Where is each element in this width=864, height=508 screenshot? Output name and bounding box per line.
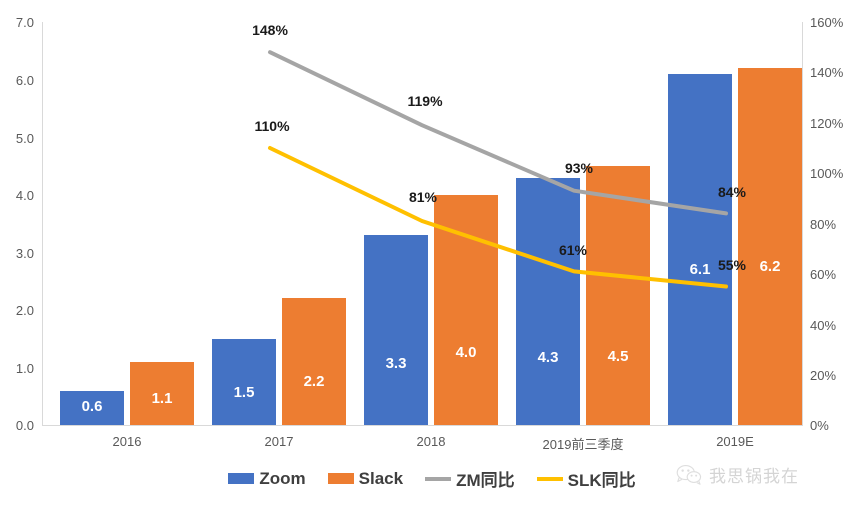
y-right-tick: 40%: [810, 318, 837, 333]
legend-label: ZM同比: [456, 471, 515, 490]
axis-line-bottom: [42, 425, 802, 426]
y-left-tick: 5.0: [15, 131, 34, 146]
legend-swatch-zoom-icon: [228, 473, 255, 484]
plot-area: 0.6 1.1 1.5 2.2 3.3 4.0 4.3 4.5 6.1: [42, 22, 802, 425]
axis-line-left: [42, 22, 43, 426]
pct-label-zm-2017: 148%: [252, 22, 288, 38]
y-left-tick: 6.0: [15, 73, 34, 88]
x-axis-label-2016: 2016: [112, 434, 142, 449]
bar-slack-2019q3: 4.5: [586, 165, 650, 425]
pct-label-zm-2018: 119%: [407, 93, 443, 109]
bar-zoom-2016: 0.6: [60, 390, 124, 425]
legend-label: Slack: [358, 468, 404, 488]
y-axis-right: 160% 140% 120% 100% 80% 60% 40% 20% 0%: [810, 0, 864, 508]
y-left-tick: 1.0: [15, 361, 34, 376]
bar-label: 4.3: [537, 348, 559, 366]
bar-zoom-2019q3: 4.3: [516, 177, 580, 425]
y-right-tick: 140%: [810, 65, 844, 80]
legend-item-slack[interactable]: Slack: [327, 468, 404, 489]
bar-slack-2018: 4.0: [434, 194, 498, 425]
bar-label: 1.1: [151, 390, 173, 408]
pct-label-zm-2019q3: 93%: [564, 160, 594, 176]
legend-item-zoom[interactable]: Zoom: [228, 468, 306, 489]
legend-item-zm-yoy[interactable]: ZM同比: [425, 466, 515, 491]
bar-label: 3.3: [385, 354, 407, 372]
bar-slack-2017: 2.2: [282, 298, 346, 425]
bar-label: 1.5: [233, 383, 255, 401]
bar-label: 6.2: [759, 258, 781, 276]
y-right-tick: 120%: [810, 116, 844, 131]
bar-zoom-2017: 1.5: [212, 338, 276, 425]
pct-label-slk-2019e: 55%: [717, 257, 747, 273]
legend-item-slk-yoy[interactable]: SLK同比: [536, 466, 636, 491]
x-axis-label-2019e: 2019E: [716, 434, 754, 449]
bar-slack-2019e: 6.2: [738, 68, 802, 425]
wechat-icon: [676, 464, 702, 485]
legend-label: Zoom: [259, 468, 306, 488]
y-left-tick: 7.0: [15, 15, 34, 30]
x-axis-label-2018: 2018: [416, 434, 446, 449]
y-left-tick: 2.0: [15, 303, 34, 318]
pct-label-zm-2019e: 84%: [717, 184, 747, 200]
y-right-tick: 80%: [810, 217, 837, 232]
y-right-tick: 0%: [810, 418, 829, 433]
line-slk-yoy: [268, 146, 728, 289]
legend-swatch-slk-line-icon: [536, 476, 563, 481]
legend-label: SLK同比: [567, 471, 636, 490]
y-right-tick: 20%: [810, 368, 837, 383]
bar-label: 2.2: [303, 372, 325, 390]
bar-label: 0.6: [81, 398, 103, 416]
bar-label: 4.5: [607, 348, 629, 366]
pct-label-slk-2019q3: 61%: [558, 242, 588, 258]
bar-zoom-2019e: 6.1: [668, 73, 732, 425]
legend-swatch-zm-line-icon: [425, 476, 452, 481]
bar-zoom-2018: 3.3: [364, 235, 428, 425]
chart-legend: Zoom Slack ZM同比 SLK同比: [0, 466, 864, 491]
y-left-tick: 0.0: [15, 418, 34, 433]
line-zm-yoy: [268, 50, 728, 216]
y-axis-left: 7.0 6.0 5.0 4.0 3.0 2.0 1.0 0.0: [0, 0, 34, 508]
watermark-text: 我思锅我在: [709, 467, 799, 486]
y-left-tick: 3.0: [15, 246, 34, 261]
axis-line-right: [802, 22, 803, 426]
watermark: 我思锅我在: [676, 462, 799, 487]
y-right-tick: 160%: [810, 15, 844, 30]
pct-label-slk-2018: 81%: [408, 189, 438, 205]
legend-swatch-slack-icon: [327, 473, 354, 484]
bar-slack-2016: 1.1: [130, 361, 194, 425]
x-axis-label-2019q3: 2019前三季度: [542, 437, 624, 452]
bar-label: 4.0: [455, 343, 477, 361]
y-right-tick: 100%: [810, 166, 844, 181]
y-left-tick: 4.0: [15, 188, 34, 203]
x-axis-label-2017: 2017: [264, 434, 294, 449]
pct-label-slk-2017: 110%: [254, 118, 290, 134]
y-right-tick: 60%: [810, 267, 837, 282]
